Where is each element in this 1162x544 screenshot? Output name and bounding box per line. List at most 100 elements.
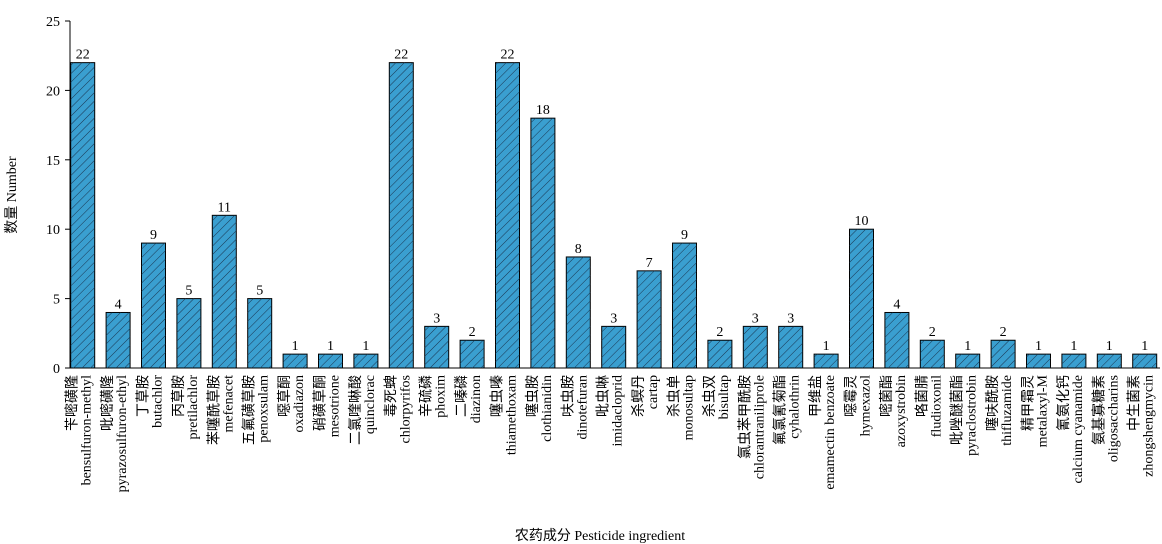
x-tick-label: 杀虫双 bbox=[702, 375, 718, 417]
x-tick-label: 噁霉灵 bbox=[844, 375, 860, 417]
bar-hatch bbox=[176, 298, 201, 368]
value-label: 9 bbox=[150, 228, 157, 243]
x-tick-label: 中生菌素 bbox=[1127, 375, 1143, 431]
x-tick-label: fludioxonil bbox=[929, 375, 944, 437]
x-tick-label: 杀虫单 bbox=[667, 375, 683, 417]
y-tick-label: 25 bbox=[46, 15, 60, 30]
value-label: 1 bbox=[1141, 339, 1148, 354]
value-label: 22 bbox=[394, 48, 408, 63]
y-axis-label: 数量 Number bbox=[4, 156, 20, 234]
x-tick-label: monosultap bbox=[682, 375, 697, 440]
value-label: 8 bbox=[575, 242, 582, 257]
bar-hatch bbox=[353, 354, 378, 368]
x-tick-label: bisultap bbox=[717, 375, 732, 419]
x-tick-label: 丁草胺 bbox=[136, 375, 152, 417]
x-tick-label: pyrazosulfuron-ethyl bbox=[115, 375, 130, 493]
bar-hatch bbox=[318, 354, 343, 368]
x-tick-label: 丙草胺 bbox=[171, 375, 187, 417]
x-tick-label: 吡虫啉 bbox=[596, 375, 612, 417]
bar-hatch bbox=[247, 298, 272, 368]
bar-hatch bbox=[814, 354, 839, 368]
value-label: 10 bbox=[855, 214, 869, 229]
value-label: 2 bbox=[716, 325, 723, 340]
value-label: 1 bbox=[823, 339, 830, 354]
x-tick-label: penoxsulam bbox=[257, 375, 272, 443]
x-tick-label: 噻虫嗪 bbox=[489, 375, 506, 417]
bar-hatch bbox=[495, 62, 520, 368]
x-tick-label: chlorantraniliprole bbox=[752, 375, 767, 479]
value-label: 1 bbox=[1070, 339, 1077, 354]
x-tick-label: 杀螟丹 bbox=[631, 375, 647, 417]
bar-hatch bbox=[672, 243, 697, 368]
bar-hatch bbox=[601, 326, 626, 368]
x-tick-label: 毒死蜱 bbox=[383, 375, 399, 417]
bar-hatch bbox=[566, 256, 591, 368]
y-tick-label: 5 bbox=[53, 293, 60, 308]
bar-hatch bbox=[707, 340, 732, 368]
value-label: 5 bbox=[256, 284, 263, 299]
bar-hatch bbox=[530, 118, 555, 368]
bar-hatch bbox=[884, 312, 909, 368]
bar-hatch bbox=[389, 62, 414, 368]
bar-hatch bbox=[849, 229, 874, 368]
x-tick-label: 呋虫胺 bbox=[560, 375, 576, 417]
x-tick-label: 噁草酮 bbox=[277, 375, 293, 417]
value-label: 2 bbox=[469, 325, 476, 340]
bar-hatch bbox=[743, 326, 768, 368]
value-label: 22 bbox=[76, 48, 90, 63]
value-label: 2 bbox=[1000, 325, 1007, 340]
bar-hatch bbox=[424, 326, 449, 368]
bar-hatch bbox=[991, 340, 1016, 368]
x-tick-label: mefenacet bbox=[221, 375, 236, 433]
x-tick-label: thifluzamide bbox=[1000, 375, 1015, 446]
value-label: 1 bbox=[327, 339, 334, 354]
x-tick-label: 苯噻酰草胺 bbox=[205, 375, 222, 445]
x-tick-label: hymexazol bbox=[859, 375, 874, 437]
x-tick-label: pretilachlor bbox=[186, 375, 201, 440]
y-tick-label: 10 bbox=[46, 223, 60, 238]
value-label: 3 bbox=[433, 311, 440, 326]
value-label: 1 bbox=[292, 339, 299, 354]
x-tick-label: zhongshengmycin bbox=[1142, 375, 1157, 477]
bar-hatch bbox=[283, 354, 308, 368]
value-label: 4 bbox=[893, 297, 900, 312]
bar-hatch bbox=[1026, 354, 1051, 368]
x-tick-label: butachlor bbox=[151, 375, 166, 428]
bar-hatch bbox=[920, 340, 945, 368]
x-tick-label: bensulfuron-methyl bbox=[80, 375, 95, 486]
x-tick-label: thiamethoxam bbox=[505, 375, 520, 455]
x-tick-label: pyraclostrobin bbox=[965, 375, 980, 456]
x-tick-label: phoxim bbox=[434, 375, 449, 418]
value-label: 18 bbox=[536, 103, 550, 118]
x-tick-label: 噻呋酰胺 bbox=[984, 375, 1001, 431]
value-label: 1 bbox=[1035, 339, 1042, 354]
x-tick-label: chlorpyrifos bbox=[398, 375, 413, 443]
x-tick-label: imidacloprid bbox=[611, 375, 626, 447]
x-tick-label: 吡嘧磺隆 bbox=[99, 375, 116, 431]
x-tick-label: 五氟磺草胺 bbox=[242, 375, 258, 445]
x-tick-label: 氟氯氰菊酯 bbox=[773, 375, 789, 445]
x-tick-label: 嘧菌酯 bbox=[878, 375, 895, 417]
value-label: 22 bbox=[501, 48, 515, 63]
value-label: 5 bbox=[185, 284, 192, 299]
x-tick-label: cartap bbox=[646, 375, 661, 409]
x-tick-label: 氨基寡糖素 bbox=[1090, 375, 1107, 445]
x-tick-label: mesotrione bbox=[328, 375, 343, 437]
bar-hatch bbox=[212, 215, 237, 368]
value-label: 3 bbox=[610, 311, 617, 326]
y-tick-label: 20 bbox=[46, 84, 60, 99]
x-tick-label: azoxystrobin bbox=[894, 375, 909, 447]
bar-hatch bbox=[1132, 354, 1157, 368]
bar-hatch bbox=[460, 340, 485, 368]
x-tick-label: cyhalothrin bbox=[788, 375, 803, 439]
bar-hatch bbox=[1061, 354, 1086, 368]
x-axis-label: 农药成分 Pesticide ingredient bbox=[515, 528, 685, 544]
bar-hatch bbox=[106, 312, 131, 368]
x-tick-label: oxadiazon bbox=[292, 375, 307, 433]
x-tick-label: diazinon bbox=[469, 375, 484, 423]
x-tick-label: emamectin benzoate bbox=[823, 375, 838, 490]
bar-hatch bbox=[637, 270, 662, 368]
y-tick-label: 0 bbox=[53, 362, 60, 377]
value-label: 3 bbox=[787, 311, 794, 326]
